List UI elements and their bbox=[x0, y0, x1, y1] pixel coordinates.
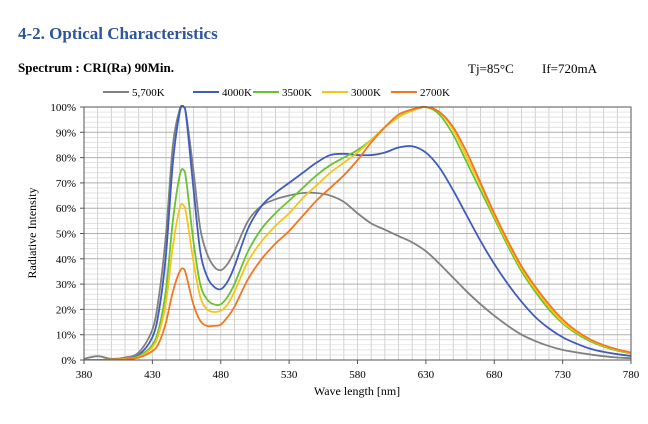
series-line-4000k bbox=[84, 105, 631, 360]
y-tick-label: 10% bbox=[56, 330, 76, 342]
x-tick-label: 480 bbox=[213, 369, 230, 381]
y-axis-label: Radiative Intensity bbox=[25, 188, 39, 279]
y-tick-label: 0% bbox=[61, 355, 76, 367]
series-line-3000k bbox=[84, 106, 631, 360]
x-tick-label: 630 bbox=[418, 369, 435, 381]
x-tick-label: 580 bbox=[349, 369, 366, 381]
x-axis-label: Wave length [nm] bbox=[314, 384, 400, 398]
series-line-2700k bbox=[84, 106, 631, 360]
x-tick-label: 730 bbox=[554, 369, 571, 381]
y-tick-label: 60% bbox=[56, 203, 76, 215]
series-line-3500k bbox=[84, 105, 631, 360]
x-tick-label: 380 bbox=[76, 369, 93, 381]
y-tick-label: 20% bbox=[56, 304, 76, 316]
x-tick-labels: 380 430 480 530 580 630 680 730 780 bbox=[76, 360, 640, 381]
condition-tj: Tj=85°C bbox=[468, 61, 514, 76]
legend-label: 4000K bbox=[222, 87, 252, 99]
condition-if: If=720mA bbox=[542, 61, 597, 76]
y-tick-label: 80% bbox=[56, 153, 76, 165]
y-tick-label: 70% bbox=[56, 178, 76, 190]
y-tick-label: 90% bbox=[56, 127, 76, 139]
x-tick-label: 680 bbox=[486, 369, 503, 381]
x-tick-label: 430 bbox=[144, 369, 161, 381]
legend: 5,700K 4000K 3500K 3000K 2700K bbox=[103, 87, 450, 99]
y-tick-label: 50% bbox=[56, 229, 76, 241]
x-tick-label: 530 bbox=[281, 369, 298, 381]
y-tick-label: 40% bbox=[56, 254, 76, 266]
section-title: 4-2. Optical Characteristics bbox=[18, 24, 218, 43]
legend-label: 2700K bbox=[420, 87, 450, 99]
legend-label: 5,700K bbox=[132, 87, 165, 99]
x-tick-label: 780 bbox=[623, 369, 640, 381]
legend-label: 3000K bbox=[351, 87, 381, 99]
legend-label: 3500K bbox=[282, 87, 312, 99]
chart-grid bbox=[84, 107, 631, 360]
spectrum-label: Spectrum : CRI(Ra) 90Min. bbox=[18, 60, 174, 75]
y-tick-label: 100% bbox=[50, 102, 76, 114]
y-tick-labels: 0% 10% 20% 30% 40% 50% 60% 70% 80% 90% 100% bbox=[50, 102, 84, 367]
y-tick-label: 30% bbox=[56, 279, 76, 291]
series-layer bbox=[84, 105, 631, 360]
